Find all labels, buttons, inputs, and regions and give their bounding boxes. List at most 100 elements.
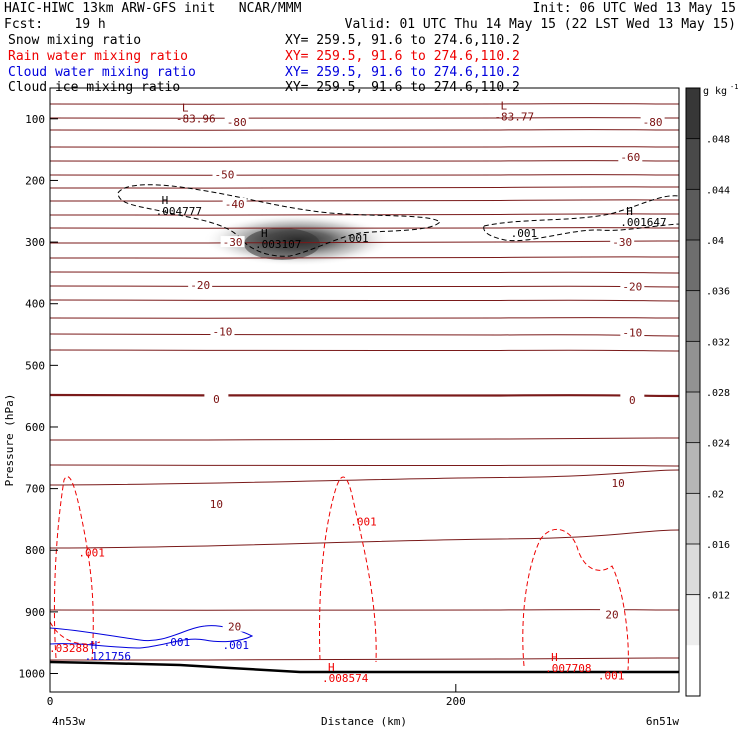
cloud-water-contour: [50, 625, 254, 649]
temperature-contour: [50, 103, 679, 105]
label-knockout: [204, 498, 229, 510]
label-knockout: [606, 477, 631, 489]
label-knockout: [618, 151, 643, 163]
rain-contour-2: [319, 476, 377, 663]
temperature-contour: [50, 437, 679, 441]
colorbar-label: .028: [706, 388, 730, 399]
rain-contour-3: [522, 529, 629, 671]
x-tick-label: 200: [446, 695, 466, 708]
left-end-label: 4n53w: [52, 715, 85, 728]
temperature-contour: [50, 529, 679, 549]
cloud-ice-contour-2: [483, 195, 679, 242]
colorbar-label: .036: [706, 287, 730, 298]
mixing-ratio-contour-label: .001: [164, 636, 191, 649]
colorbar-bin: [686, 594, 700, 646]
extremum-value: .008574: [322, 672, 369, 685]
label-knockout: [210, 325, 235, 337]
temperature-contour-label: -80: [227, 116, 247, 129]
colorbar-bin: [686, 442, 700, 494]
colorbar-label: .04: [706, 236, 724, 247]
label-knockout: [212, 168, 237, 180]
y-axis-label: Pressure (hPa): [3, 394, 16, 487]
extremum-letter: H: [551, 651, 558, 664]
mixing-ratio-contour-label: .03288: [49, 642, 89, 655]
temperature-contour-label: 0: [629, 394, 636, 407]
y-tick-label: 500: [25, 359, 45, 372]
colorbar-label: .044: [706, 185, 730, 196]
colorbar-bin: [686, 189, 700, 240]
label-knockout: [204, 393, 229, 405]
temperature-contour: [50, 213, 679, 216]
extremum-letter: L: [500, 100, 507, 113]
colorbar-label: .02: [706, 489, 724, 500]
temperature-contour-label: -40: [225, 198, 245, 211]
extremum-value: .007708: [545, 662, 591, 675]
temperature-contour-label: 20: [228, 621, 241, 634]
label-knockout: [620, 280, 645, 292]
label-knockout: [620, 393, 645, 405]
temperature-contour-label: -30: [612, 236, 632, 249]
y-tick-label: 1000: [19, 668, 46, 681]
mixing-ratio-contour-label: .001: [78, 546, 105, 559]
temperature-contour-label: 10: [210, 498, 223, 511]
temperature-contour-label: 0: [213, 393, 220, 406]
mixing-ratio-contour-label: .001: [342, 232, 369, 245]
temperature-contour: [50, 129, 679, 131]
valid-time: Valid: 01 UTC Thu 14 May 15 (22 LST Wed …: [344, 17, 736, 32]
extremum-value: .004777: [156, 205, 202, 218]
temperature-contour-label: -20: [622, 280, 642, 293]
field-cloudwater-name: Cloud water mixing ratio: [8, 65, 196, 80]
colorbar-label: .024: [706, 439, 730, 450]
colorbar-bin: [686, 88, 700, 139]
extremum-value: -83.96: [176, 112, 216, 125]
field-rain-xy: XY= 259.5, 91.6 to 274.6,110.2: [285, 49, 520, 64]
x-tick-label: 0: [47, 695, 54, 708]
field-rain-name: Rain water mixing ratio: [8, 49, 189, 64]
temperature-contour: [50, 609, 679, 611]
title-line-left: HAIC-HIWC 13km ARW-GFS init NCAR/MMM: [4, 1, 302, 16]
temperature-contour-label: -60: [620, 151, 640, 164]
colorbar: .048 .044 .04 .036 .032 .028 .024 .02 .016 .012 g…: [685, 83, 738, 697]
label-knockout: [188, 279, 213, 291]
temperature-contour: [50, 271, 679, 274]
extremum-value: .121756: [85, 650, 131, 663]
colorbar-label: .012: [706, 591, 730, 602]
temperature-contour: [50, 227, 679, 229]
label-knockout: [600, 608, 625, 620]
label-knockout: [224, 115, 249, 127]
colorbar-bin: [686, 138, 700, 190]
mixing-ratio-contour-label: .001: [222, 639, 249, 652]
right-end-label: 6n51w: [646, 715, 679, 728]
cloud-ice-contour-1: [117, 184, 441, 257]
temperature-contour: [50, 333, 679, 337]
temperature-contour: [50, 464, 679, 467]
y-tick-label: 100: [25, 113, 45, 126]
extremum-letter: H: [261, 227, 268, 240]
temperature-contour: [50, 299, 679, 302]
temperature-contour-label: 10: [612, 477, 625, 490]
temperature-contour-label: -80: [643, 116, 663, 129]
y-tick-label: 300: [25, 236, 45, 249]
temperature-contour: [50, 174, 679, 176]
extremum-value: .001647: [620, 216, 666, 229]
temperature-contour: [50, 349, 679, 352]
colorbar-bin: [686, 493, 700, 544]
field-snow-xy: XY= 259.5, 91.6 to 274.6,110.2: [285, 33, 520, 48]
y-tick-label: 900: [25, 606, 45, 619]
terrain-line: [50, 660, 679, 674]
temperature-contour-label: -30: [223, 236, 243, 249]
colorbar-bin: [686, 240, 700, 291]
mixing-ratio-contour-label: .001: [598, 670, 625, 683]
x-axis-label: Distance (km): [321, 715, 407, 728]
colorbar-bin: [686, 392, 700, 443]
temperature-contour-label: 20: [605, 608, 618, 621]
colorbar-unit: g kg: [703, 86, 727, 97]
label-knockout: [220, 236, 245, 248]
temperature-contour: [50, 160, 679, 162]
field-snow-name: Snow mixing ratio: [8, 33, 142, 48]
extremum-letter: H: [626, 205, 633, 218]
temperature-contour: [50, 469, 679, 486]
colorbar-bin: [686, 341, 700, 392]
temperature-contour: [50, 186, 679, 189]
